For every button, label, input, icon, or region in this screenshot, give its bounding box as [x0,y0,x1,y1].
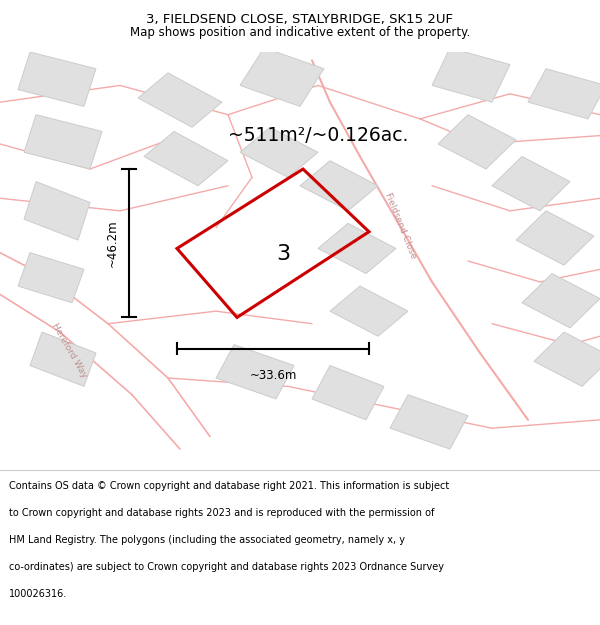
Polygon shape [240,48,324,106]
Polygon shape [300,161,378,211]
Text: HM Land Registry. The polygons (including the associated geometry, namely x, y: HM Land Registry. The polygons (includin… [9,535,405,545]
Text: Contains OS data © Crown copyright and database right 2021. This information is : Contains OS data © Crown copyright and d… [9,481,449,491]
Polygon shape [534,332,600,386]
Polygon shape [492,156,570,211]
Polygon shape [318,223,396,274]
Text: ~511m²/~0.126ac.: ~511m²/~0.126ac. [228,126,409,145]
Polygon shape [18,52,96,106]
Polygon shape [432,48,510,102]
Polygon shape [438,115,516,169]
Text: ~33.6m: ~33.6m [250,369,296,382]
Text: Fieldsend Close: Fieldsend Close [383,191,418,260]
Text: 100026316.: 100026316. [9,589,67,599]
Text: Map shows position and indicative extent of the property.: Map shows position and indicative extent… [130,26,470,39]
Polygon shape [24,115,102,169]
Polygon shape [240,127,318,177]
Text: 3, FIELDSEND CLOSE, STALYBRIDGE, SK15 2UF: 3, FIELDSEND CLOSE, STALYBRIDGE, SK15 2U… [146,13,454,26]
Polygon shape [312,366,384,420]
Text: Hereford Way: Hereford Way [50,322,88,380]
Text: to Crown copyright and database rights 2023 and is reproduced with the permissio: to Crown copyright and database rights 2… [9,508,434,518]
Polygon shape [18,253,84,302]
Text: ~46.2m: ~46.2m [106,219,119,267]
Polygon shape [144,131,228,186]
Text: 3: 3 [277,244,290,264]
Polygon shape [216,344,294,399]
Text: co-ordinates) are subject to Crown copyright and database rights 2023 Ordnance S: co-ordinates) are subject to Crown copyr… [9,562,444,572]
Polygon shape [528,69,600,119]
Polygon shape [30,332,96,386]
Polygon shape [24,182,90,240]
Polygon shape [330,286,408,336]
Polygon shape [522,274,600,328]
Polygon shape [390,395,468,449]
Polygon shape [138,73,222,127]
Polygon shape [516,211,594,265]
